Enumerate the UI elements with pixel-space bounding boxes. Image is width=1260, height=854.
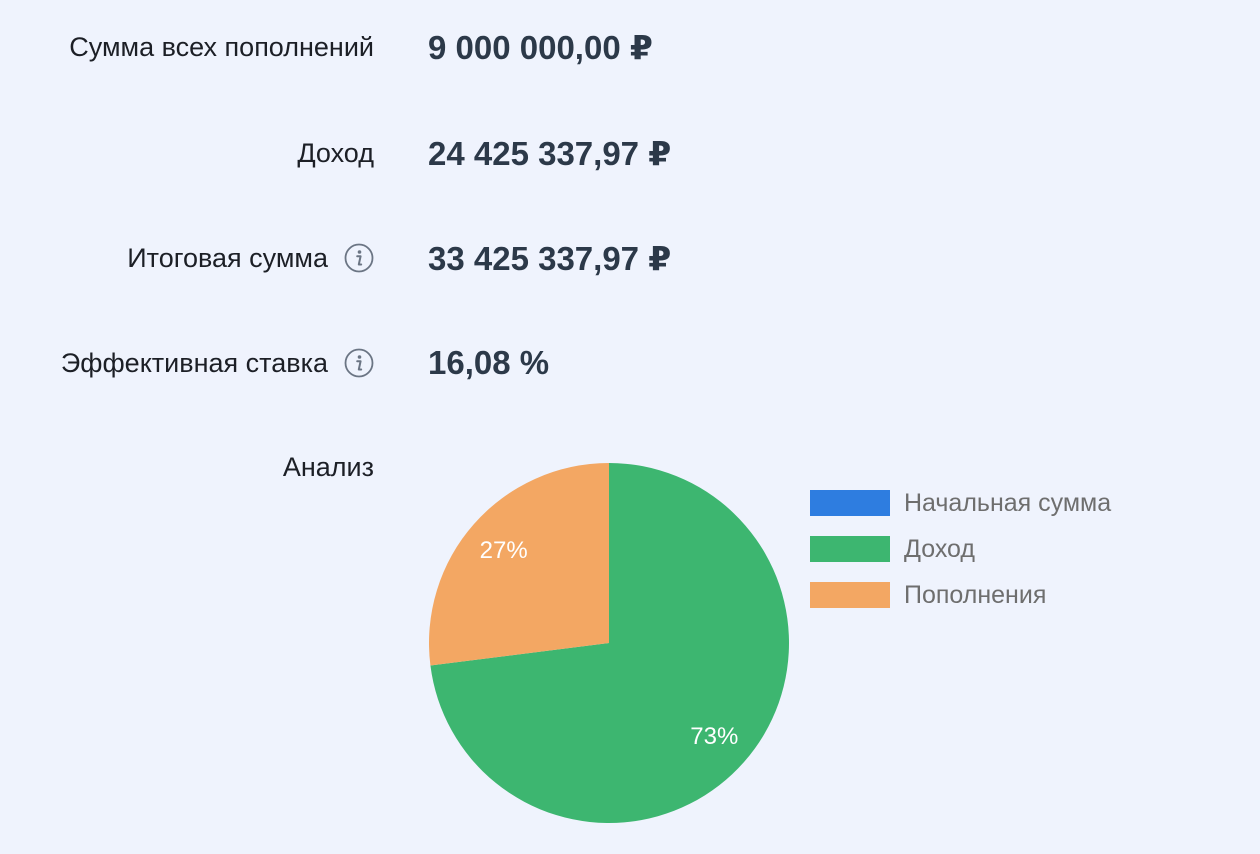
legend-swatch-initial — [810, 490, 890, 516]
rate-value: 16,08 % — [428, 344, 550, 381]
info-icon[interactable] — [344, 348, 374, 378]
legend-label-income: Доход — [904, 534, 975, 563]
legend-label-initial: Начальная сумма — [904, 488, 1112, 517]
total-label: Итоговая сумма — [127, 242, 328, 273]
income-value: 24 425 337,97 ₽ — [428, 134, 672, 172]
legend-item-initial[interactable]: Начальная сумма — [810, 480, 1111, 526]
legend-item-deposits[interactable]: Пополнения — [810, 572, 1111, 618]
legend-swatch-deposits — [810, 582, 890, 608]
legend-item-income[interactable]: Доход — [810, 526, 1111, 572]
summary-row-rate: Эффективная ставка 16,08 % — [0, 333, 1260, 393]
analysis-pie-chart: 73% 27% — [429, 463, 789, 823]
total-value: 33 425 337,97 ₽ — [428, 239, 672, 277]
pie-label-deposits: 27% — [480, 537, 528, 564]
pie-slice-deposits[interactable] — [429, 463, 609, 666]
info-icon[interactable] — [344, 243, 374, 273]
summary-row-income: Доход 24 425 337,97 ₽ — [0, 123, 1260, 183]
rate-label: Эффективная ставка — [60, 347, 328, 378]
summary-row-total: Итоговая сумма 33 425 337,97 ₽ — [0, 228, 1260, 288]
deposits-value: 9 000 000,00 ₽ — [428, 28, 653, 66]
pie-slice-income[interactable] — [430, 463, 789, 823]
analysis-label: Анализ — [282, 452, 374, 482]
legend-label-deposits: Пополнения — [904, 580, 1047, 609]
summary-row-deposits: Сумма всех пополнений 9 000 000,00 ₽ — [0, 17, 1260, 77]
deposits-label: Сумма всех пополнений — [69, 31, 374, 62]
chart-legend: Начальная сумма Доход Пополнения — [810, 480, 1111, 618]
legend-swatch-income — [810, 536, 890, 562]
pie-label-income: 73% — [690, 723, 738, 750]
income-label: Доход — [297, 137, 374, 168]
